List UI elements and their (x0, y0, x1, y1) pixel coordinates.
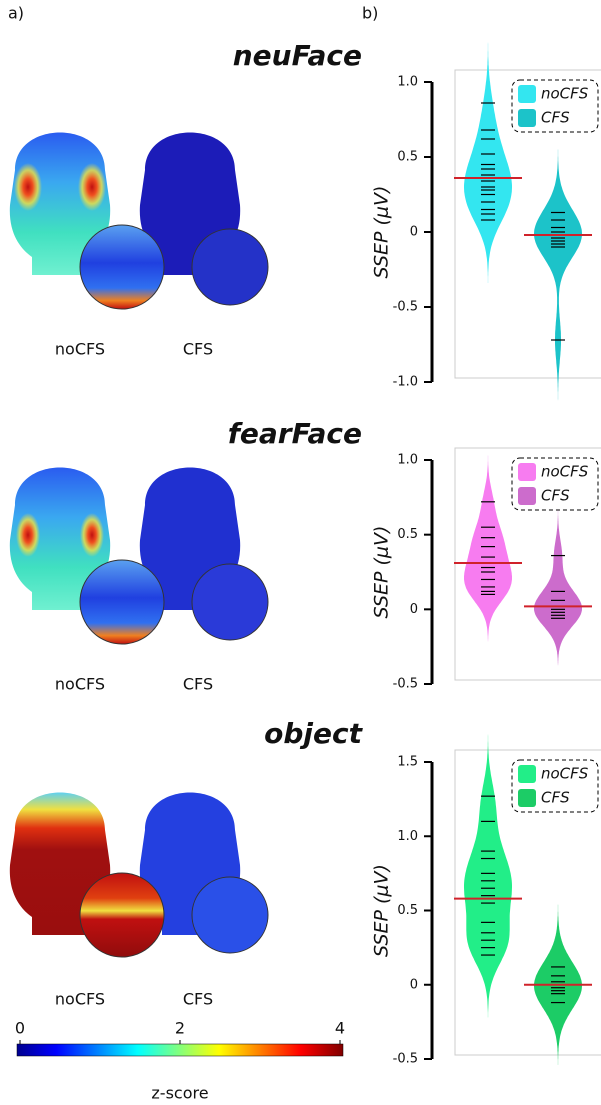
legend-label: CFS (541, 789, 570, 807)
chart-title: neuFace (233, 39, 362, 72)
topomap-label: noCFS (55, 675, 105, 694)
topomaps-neuface (10, 133, 268, 310)
topomap-label: CFS (183, 675, 213, 694)
violin (464, 455, 512, 642)
scalp-map (80, 225, 164, 309)
topomaps-fearface (10, 468, 268, 645)
legend-label: CFS (541, 109, 570, 127)
y-tick-label: 0 (410, 225, 418, 240)
panel-label: b) (362, 4, 378, 23)
topomap-label: CFS (183, 340, 213, 359)
figure: a) b) z-score 0 2 4 neuFace noCFS CFS 1.0 0.5 0 -… (0, 0, 601, 1105)
scalp-map (80, 873, 164, 957)
legend-label: CFS (541, 487, 570, 505)
legend-swatch (518, 85, 536, 103)
y-tick-label: 0.5 (397, 903, 418, 918)
topomap-label: noCFS (55, 990, 105, 1009)
topomap-label: CFS (183, 990, 213, 1009)
scalp-map (192, 877, 268, 953)
violin (534, 150, 582, 404)
y-tick-label: 1.5 (397, 755, 418, 770)
chart-title: fearFace (228, 417, 362, 450)
y-tick-label: -0.5 (393, 1052, 418, 1067)
legend-label: noCFS (541, 765, 589, 783)
y-axis-label: SSEP (μV) (371, 186, 393, 279)
violin (534, 509, 582, 666)
y-tick-label: 0 (410, 602, 418, 617)
legend-swatch (518, 463, 536, 481)
y-tick-label: 1.0 (397, 829, 418, 844)
legend-label: noCFS (541, 85, 589, 103)
hotspot (78, 163, 106, 211)
colorbar-tick-label: 0 (15, 1019, 25, 1038)
y-tick-label: 1.0 (397, 453, 418, 468)
legend-label: noCFS (541, 463, 589, 481)
scalp-map (192, 229, 268, 305)
scalp-map (80, 560, 164, 644)
y-tick-label: 0.5 (397, 527, 418, 542)
topomaps-object (10, 793, 268, 958)
y-tick-label: 1.0 (397, 75, 418, 90)
legend-swatch (518, 789, 536, 807)
chart-title: object (264, 717, 363, 750)
y-tick-label: 0.5 (397, 150, 418, 165)
legend-swatch (518, 765, 536, 783)
topomap-label: noCFS (55, 340, 105, 359)
legend-swatch (518, 109, 536, 127)
scalp-map (192, 564, 268, 640)
colorbar-label: z-score (151, 1084, 208, 1103)
violin (464, 734, 512, 1018)
y-tick-label: -0.5 (393, 300, 418, 315)
y-axis-label: SSEP (μV) (371, 864, 393, 957)
hotspot (16, 513, 40, 557)
y-axis-label: SSEP (μV) (371, 526, 393, 619)
hotspot (14, 163, 42, 211)
colorbar (17, 1044, 343, 1056)
colorbar-tick-label: 4 (335, 1019, 345, 1038)
legend-swatch (518, 487, 536, 505)
y-tick-label: 0 (410, 977, 418, 992)
hotspot (80, 513, 104, 557)
y-tick-label: -0.5 (393, 677, 418, 692)
colorbar-tick-label: 2 (175, 1019, 185, 1038)
panel-label: a) (8, 4, 24, 23)
violin (464, 40, 512, 283)
y-tick-label: -1.0 (393, 375, 418, 390)
